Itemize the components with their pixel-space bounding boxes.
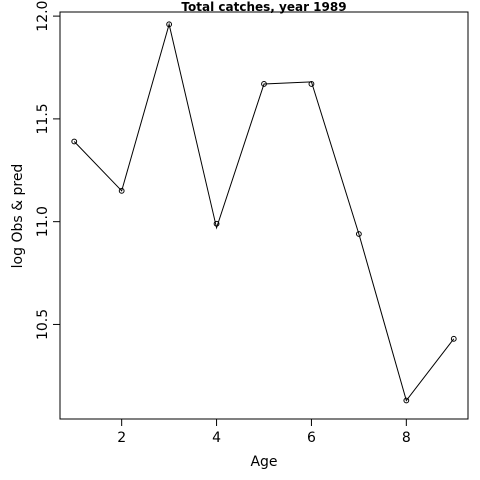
- observed-point: [308, 81, 315, 87]
- predicted-line: [73, 22, 455, 402]
- series-points: [71, 21, 457, 404]
- observed-point: [118, 187, 125, 194]
- observed-point: [166, 21, 173, 28]
- y-tick-label: 11.0: [35, 206, 51, 237]
- x-tick-label: 6: [307, 430, 316, 446]
- observed-point: [403, 397, 410, 404]
- x-axis-label: Age: [250, 454, 277, 470]
- observed-point: [261, 81, 267, 87]
- chart-title: Total catches, year 1989: [181, 0, 346, 14]
- x-tick-label: 2: [117, 430, 126, 446]
- x-tick-label: 8: [402, 430, 411, 446]
- series-lines: [73, 22, 455, 402]
- y-tick-label: 11.5: [35, 103, 51, 134]
- observed-point: [213, 220, 220, 227]
- x-tick-label: 4: [212, 430, 221, 446]
- observed-point: [450, 335, 457, 342]
- plot-frame: [59, 11, 469, 420]
- y-tick-label: 10.5: [35, 309, 51, 340]
- y-tick-label: 12.0: [35, 1, 51, 32]
- y-axis: 10.5 11.0 11.5 12.0: [35, 1, 61, 340]
- y-axis-label: log Obs & pred: [10, 164, 26, 269]
- observed-point: [71, 138, 78, 145]
- observed-point: [355, 231, 362, 237]
- x-axis: 2 4 6 8: [117, 418, 411, 446]
